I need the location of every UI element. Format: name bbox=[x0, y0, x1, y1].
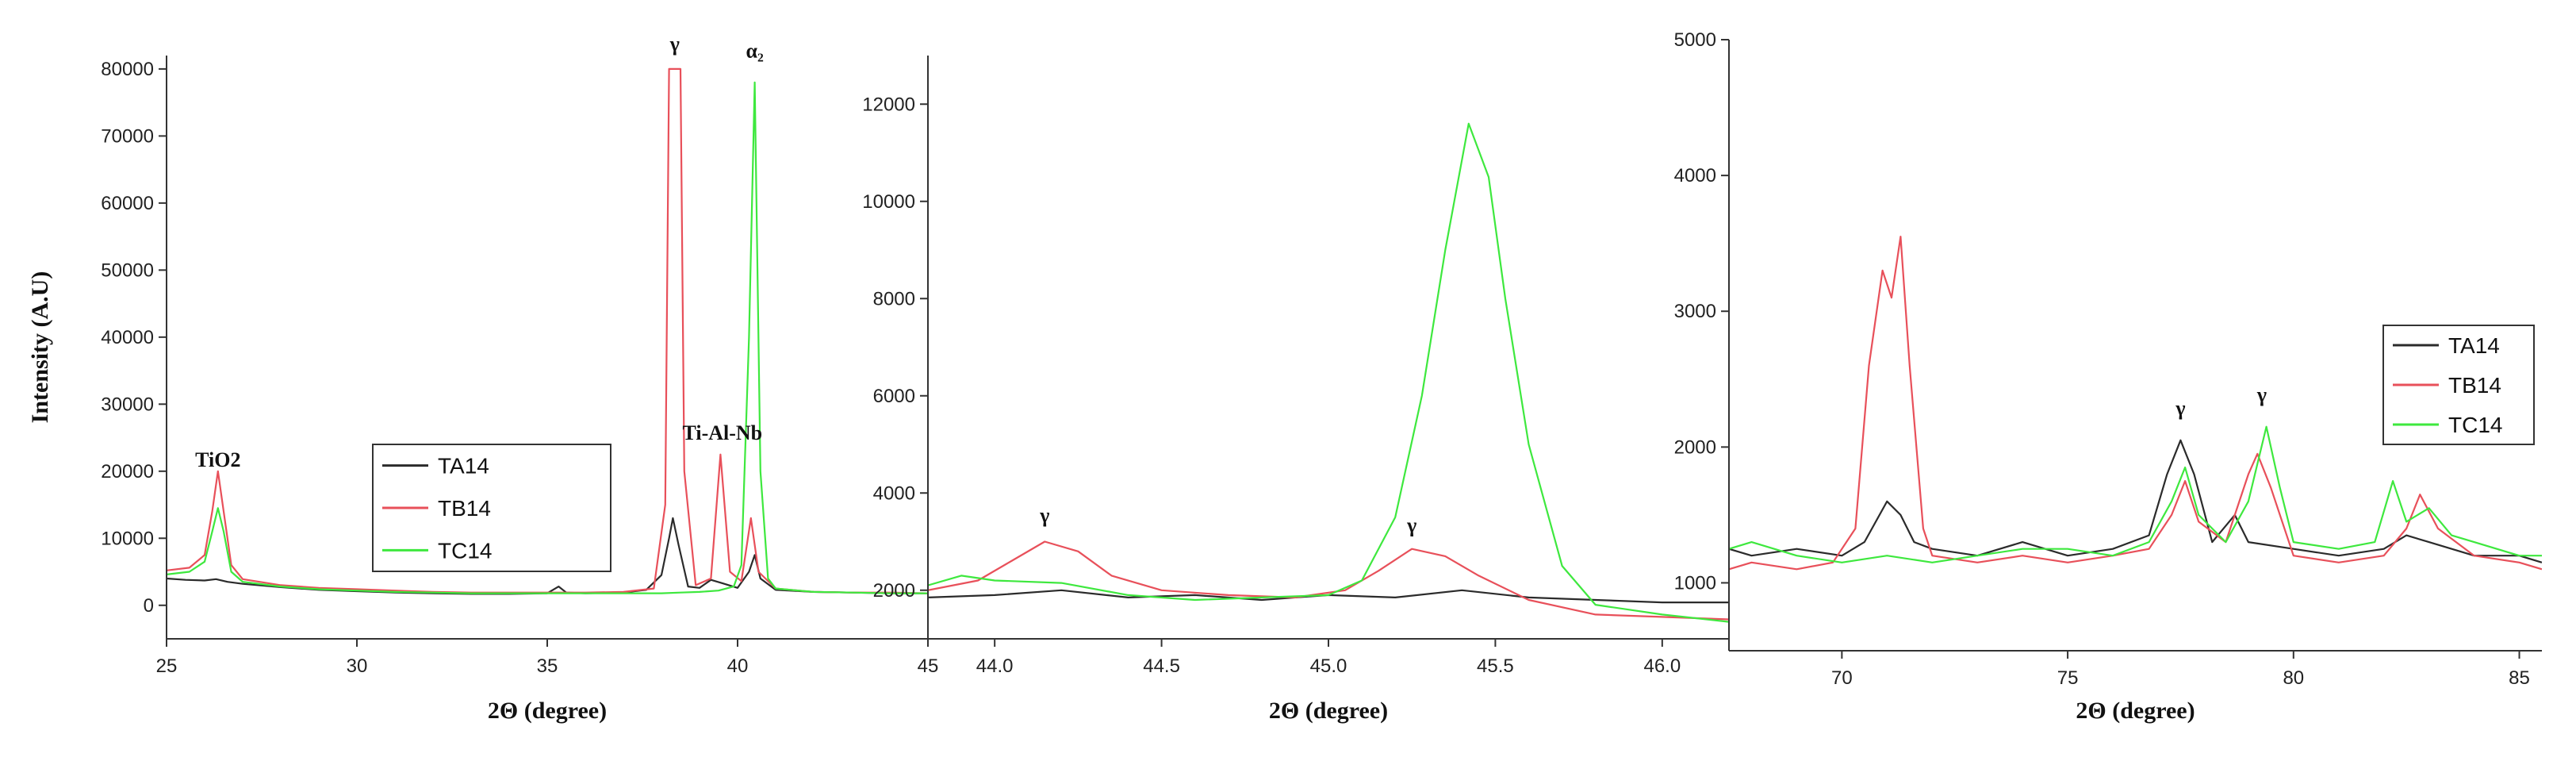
panel-3-high-angle: 70 75 80 85 1000 2000 3000 4000 5000 2Θ (degree) γ… bbox=[1674, 29, 2542, 724]
x-tick-label: 45.5 bbox=[1477, 655, 1514, 677]
y-tick-label: 50000 bbox=[101, 259, 154, 281]
y-tick-label: 30000 bbox=[101, 394, 154, 415]
panel-2-zoom-44-46: 44.0 44.5 45.0 45.5 46.0 2000 4000 6000 8000 1000… bbox=[862, 56, 1729, 724]
x-axis-title: 2Θ (degree) bbox=[488, 698, 607, 724]
y-tick-label: 1000 bbox=[1674, 572, 1716, 594]
legend-entry: TA14 bbox=[2448, 333, 2500, 358]
y-tick-label: 2000 bbox=[1674, 436, 1716, 458]
y-tick-label: 5000 bbox=[1674, 29, 1716, 51]
x-tick-label: 46.0 bbox=[1643, 655, 1681, 677]
series-line-tc14 bbox=[1729, 425, 2542, 563]
y-tick-label: 70000 bbox=[101, 125, 154, 147]
series-line-tc14 bbox=[928, 122, 1729, 623]
peak-annotation: γ bbox=[669, 33, 680, 56]
peak-annotation: Ti-Al-Nb bbox=[682, 421, 762, 444]
y-tick-label: 4000 bbox=[1674, 165, 1716, 186]
y-tick-label: 4000 bbox=[873, 482, 915, 504]
y-tick-label: 20000 bbox=[101, 461, 154, 482]
peak-annotation: γ bbox=[1039, 504, 1049, 527]
y-tick-label: 12000 bbox=[862, 94, 915, 115]
x-axis-title: 2Θ (degree) bbox=[2076, 698, 2195, 724]
x-tick-label: 75 bbox=[2057, 667, 2079, 689]
legend-entry: TC14 bbox=[438, 538, 492, 563]
legend-entry: TA14 bbox=[438, 454, 489, 479]
series-line-tb14 bbox=[167, 67, 928, 594]
series-line-tb14 bbox=[1729, 236, 2542, 571]
legend-entry: TB14 bbox=[438, 496, 491, 521]
series-line-tc14 bbox=[167, 81, 928, 594]
peak-annotation: TiO2 bbox=[195, 448, 240, 471]
series-line-tb14 bbox=[928, 540, 1729, 621]
x-tick-label: 25 bbox=[156, 655, 178, 677]
y-tick-label: 60000 bbox=[101, 193, 154, 214]
y-tick-label: 40000 bbox=[101, 327, 154, 348]
y-tick-label: 3000 bbox=[1674, 301, 1716, 322]
x-tick-label: 45 bbox=[918, 655, 939, 677]
legend: TA14 TB14 TC14 bbox=[372, 444, 611, 572]
legend: TA14 TB14 TC14 bbox=[2382, 325, 2535, 445]
legend-entry: TC14 bbox=[2448, 413, 2502, 437]
x-tick-label: 35 bbox=[537, 655, 558, 677]
y-tick-label: 0 bbox=[144, 595, 154, 617]
x-tick-label: 80 bbox=[2283, 667, 2304, 689]
x-tick-label: 85 bbox=[2509, 667, 2530, 689]
x-tick-label: 70 bbox=[1831, 667, 1853, 689]
series-line-ta14 bbox=[1729, 439, 2542, 563]
peak-annotation: γ bbox=[2175, 397, 2185, 420]
x-tick-label: 44.5 bbox=[1143, 655, 1180, 677]
y-tick-label: 2000 bbox=[873, 580, 915, 602]
peak-annotation: γ bbox=[1406, 513, 1416, 536]
x-tick-label: 30 bbox=[347, 655, 368, 677]
x-tick-label: 45.0 bbox=[1310, 655, 1347, 677]
y-tick-label: 6000 bbox=[873, 386, 915, 407]
y-axis-title: Intensity (A.U) bbox=[27, 271, 53, 424]
legend-entry: TB14 bbox=[2448, 373, 2501, 398]
y-tick-label: 10000 bbox=[862, 191, 915, 213]
y-tick-label: 10000 bbox=[101, 528, 154, 549]
x-tick-label: 44.0 bbox=[976, 655, 1014, 677]
y-tick-label: 80000 bbox=[101, 59, 154, 80]
x-tick-label: 40 bbox=[727, 655, 749, 677]
y-tick-label: 8000 bbox=[873, 288, 915, 309]
x-axis-title: 2Θ (degree) bbox=[1269, 698, 1388, 724]
peak-annotation: α₂ bbox=[746, 39, 764, 62]
panel-1-low-angle: 25 30 35 40 45 0 10000 20000 30000 40000 50000 6000… bbox=[27, 33, 938, 724]
peak-annotation: γ bbox=[2256, 383, 2267, 406]
